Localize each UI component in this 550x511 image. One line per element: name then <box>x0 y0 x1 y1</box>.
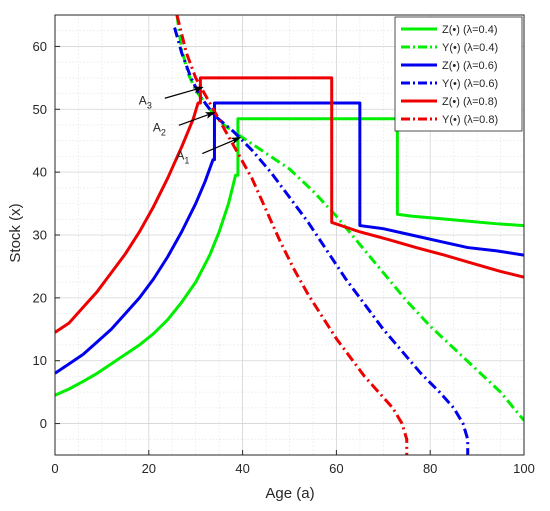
x-tick-label: 40 <box>235 461 249 476</box>
y-tick-label: 60 <box>33 39 47 54</box>
x-axis-label: Age (a) <box>265 485 314 502</box>
annotation-arrow <box>164 86 204 99</box>
series-line <box>173 27 470 455</box>
y-tick-label: 20 <box>33 290 47 305</box>
y-tick-label: 50 <box>33 102 47 117</box>
y-tick-label: 30 <box>33 228 47 243</box>
legend-label: Z(•) (λ=0.4) <box>442 24 498 36</box>
x-tick-label: 100 <box>513 461 535 476</box>
legend-label: Z(•) (λ=0.6) <box>442 60 498 72</box>
series-line <box>55 117 524 397</box>
legend-label: Y(•) (λ=0.6) <box>442 78 498 90</box>
y-tick-label: 10 <box>33 353 47 368</box>
y-tick-label: 40 <box>33 165 47 180</box>
annotation-label: A1 <box>176 149 189 166</box>
series-line <box>175 15 524 422</box>
series-line <box>55 101 524 375</box>
y-axis-label: Stock (x) <box>7 203 24 262</box>
series-line <box>55 76 524 334</box>
x-tick-label: 0 <box>51 461 58 476</box>
annotation-arrow <box>202 137 242 155</box>
legend: Z(•) (λ=0.4) Y(•) (λ=0.4) Z(•) (λ=0.6) Y(•)… <box>394 16 523 132</box>
legend-box <box>394 16 523 132</box>
annotation-label: A3 <box>139 93 152 110</box>
series-lines <box>55 15 524 455</box>
legend-label: Y(•) (λ=0.4) <box>442 42 498 54</box>
legend-label: Y(•) (λ=0.8) <box>442 114 498 126</box>
x-tick-label: 80 <box>423 461 437 476</box>
y-tick-label: 0 <box>40 416 47 431</box>
legend-label: Z(•) (λ=0.8) <box>442 96 498 108</box>
annotation-label: A2 <box>153 120 166 137</box>
x-tick-label: 60 <box>329 461 343 476</box>
annotation-arrow <box>178 111 216 126</box>
x-tick-label: 20 <box>142 461 156 476</box>
series-line <box>175 15 409 455</box>
